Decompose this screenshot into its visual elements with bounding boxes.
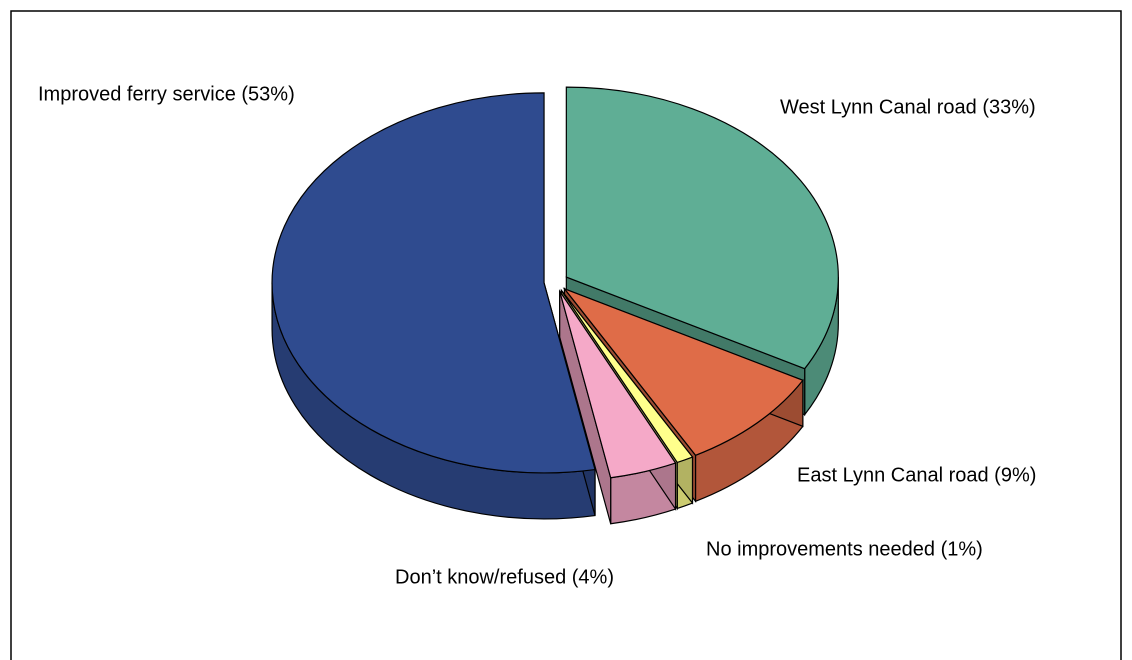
pie-slice <box>559 290 677 479</box>
pie-slice <box>271 92 596 474</box>
pie-slice <box>565 86 839 370</box>
slice-label: No improvements needed (1%) <box>706 538 983 560</box>
pie-slice <box>562 287 804 457</box>
slice-label: Don’t know/refused (4%) <box>395 566 614 588</box>
chart-frame <box>10 10 1122 660</box>
slice-label: West Lynn Canal road (33%) <box>780 96 1036 118</box>
pie-labels: West Lynn Canal road (33%) East Lynn Cana… <box>38 83 1036 588</box>
pie-slice <box>560 290 694 464</box>
slice-label: East Lynn Canal road (9%) <box>797 464 1036 486</box>
slice-label: Improved ferry service (53%) <box>38 83 295 105</box>
pie-tops <box>271 86 839 479</box>
